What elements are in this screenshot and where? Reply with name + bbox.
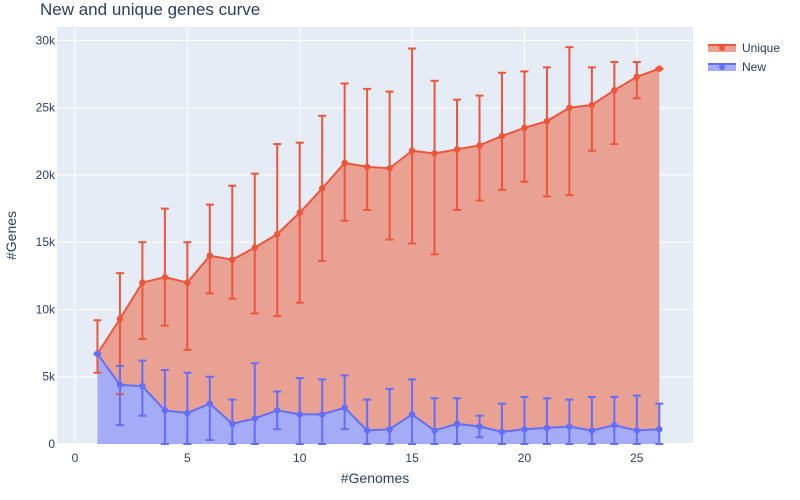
y-tick-label: 25k (36, 101, 56, 115)
data-point-unique (566, 104, 573, 111)
data-point-new (656, 426, 663, 433)
data-point-unique (611, 87, 618, 94)
x-tick-label: 0 (72, 451, 79, 465)
data-point-new (431, 427, 438, 434)
y-tick-label: 30k (36, 33, 56, 47)
data-point-new (116, 381, 124, 389)
data-point-new (363, 427, 371, 434)
y-tick-label: 10k (36, 302, 56, 316)
data-point-new (498, 428, 506, 436)
data-point-unique (588, 101, 596, 109)
x-axis-title: #Genomes (341, 470, 409, 486)
data-point-new (566, 423, 573, 430)
data-point-unique (633, 73, 641, 80)
data-point-new (521, 426, 528, 433)
chart-title: New and unique genes curve (40, 0, 261, 19)
data-point-new (453, 420, 461, 428)
legend-swatch-unique (708, 43, 736, 53)
data-point-unique (431, 150, 438, 157)
legend-label-new: New (742, 59, 767, 74)
data-point-unique (274, 230, 281, 238)
data-point-new (633, 427, 641, 434)
data-point-unique (296, 209, 303, 216)
data-point-new (386, 426, 393, 433)
data-point-new (206, 400, 214, 407)
series-line-unique (96, 67, 660, 355)
data-point-unique (386, 165, 393, 172)
data-point-unique (521, 124, 528, 132)
data-point-new (184, 409, 191, 417)
data-point-new (408, 411, 416, 418)
data-point-unique (408, 147, 416, 154)
data-point-new (341, 404, 348, 411)
x-tick-label: 15 (405, 451, 419, 465)
data-point-unique (139, 279, 146, 286)
data-point-new (274, 407, 281, 414)
x-tick-label: 5 (184, 451, 191, 465)
data-point-unique (161, 274, 169, 281)
data-point-new (611, 421, 618, 429)
data-point-unique (363, 163, 371, 171)
data-point-new (161, 407, 169, 414)
data-point-unique (656, 65, 663, 72)
legend-item-unique[interactable]: Unique (708, 38, 780, 57)
y-tick-label: 5k (42, 370, 56, 384)
data-point-unique (206, 252, 214, 259)
data-point-new (296, 411, 303, 418)
data-point-unique (251, 244, 258, 251)
x-tick-label: 20 (518, 451, 532, 465)
data-point-unique (476, 142, 483, 149)
legend-swatch-new (708, 62, 736, 72)
data-point-unique (498, 132, 506, 140)
data-point-unique (341, 159, 348, 167)
data-point-unique (543, 117, 551, 125)
area-fill-new (97, 353, 660, 444)
data-point-new (139, 382, 146, 390)
data-point-new (476, 423, 483, 430)
y-axis-title: #Genes (3, 211, 19, 260)
data-point-unique (229, 256, 236, 263)
data-point-new (588, 427, 596, 434)
data-point-new (318, 411, 326, 418)
x-tick-label: 25 (630, 451, 644, 465)
y-tick-label: 15k (36, 235, 56, 249)
series-line-new (96, 353, 660, 433)
area-fill-unique (97, 68, 660, 444)
y-tick-label: 0 (48, 437, 55, 451)
data-point-unique (116, 315, 124, 323)
y-tick-label: 20k (36, 168, 56, 182)
data-point-unique (184, 279, 191, 286)
x-tick-label: 10 (293, 451, 307, 465)
data-point-new (543, 424, 551, 432)
data-point-new (251, 415, 258, 422)
data-point-new (229, 420, 236, 428)
data-point-unique (318, 185, 326, 192)
data-point-new (94, 350, 101, 358)
legend-item-new[interactable]: New (708, 57, 780, 76)
legend: Unique New (708, 38, 780, 76)
legend-label-unique: Unique (742, 40, 781, 55)
data-point-unique (453, 146, 461, 153)
